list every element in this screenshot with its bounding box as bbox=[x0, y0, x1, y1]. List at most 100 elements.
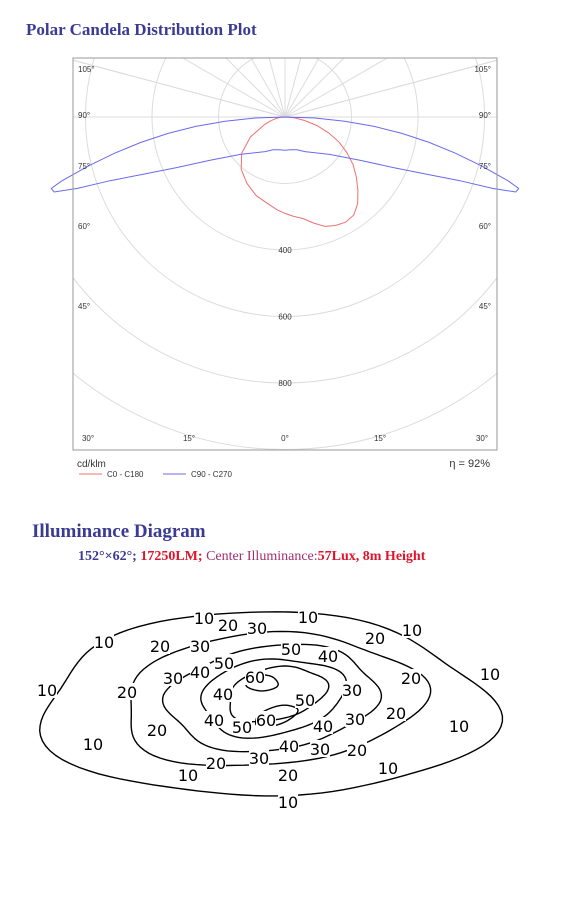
contour-line-50 bbox=[229, 665, 330, 723]
contour-label: 10 bbox=[278, 793, 298, 812]
grid-spoke bbox=[181, 58, 286, 118]
contour-label: 40 bbox=[190, 663, 210, 682]
contour-label: 60 bbox=[256, 711, 276, 730]
contour-label: 40 bbox=[204, 711, 224, 730]
contour-label-bg bbox=[245, 668, 265, 685]
grid-spoke-upper bbox=[284, 59, 497, 118]
contour-label: 20 bbox=[117, 683, 137, 702]
contour-label: 20 bbox=[278, 766, 298, 785]
contour-label-bg bbox=[449, 717, 469, 734]
contour-label: 30 bbox=[342, 681, 362, 700]
contour-label: 10 bbox=[194, 609, 214, 628]
contour-line-60 bbox=[255, 704, 299, 728]
angle-label-left: 105° bbox=[78, 65, 95, 74]
contour-label-bg bbox=[256, 711, 276, 728]
unit-label: cd/klm bbox=[77, 459, 106, 470]
contour-label-bg bbox=[178, 766, 198, 783]
angle-label-left: 60° bbox=[78, 222, 90, 231]
contour-label-bg bbox=[150, 637, 170, 654]
contour-label-bg bbox=[194, 609, 214, 626]
angle-label-right: 45° bbox=[479, 302, 491, 311]
contour-label-bg bbox=[278, 766, 298, 783]
contour-label-bg bbox=[365, 629, 385, 646]
polar-candela-chart: 105° 105° 90° 90° 75° 75° 60° 60° 45° 45° 30° 15° 0°… bbox=[50, 57, 520, 479]
contour-label-bg bbox=[117, 683, 137, 700]
angle-label-bottom: 30° bbox=[82, 434, 94, 443]
grid-ring-800 bbox=[73, 276, 497, 384]
contour-label-bg bbox=[313, 717, 333, 734]
contour-label: 40 bbox=[213, 685, 233, 704]
illuminance-title: Illuminance Diagram bbox=[32, 521, 206, 542]
contour-label: 10 bbox=[298, 608, 318, 627]
contour-label-bg bbox=[278, 793, 298, 810]
center-illuminance-value: 57Lux, bbox=[317, 549, 360, 564]
contour-label: 20 bbox=[365, 629, 385, 648]
contour-label-bg bbox=[279, 737, 299, 754]
contour-label: 60 bbox=[245, 668, 265, 687]
angle-label-right: 60° bbox=[479, 222, 491, 231]
contour-label: 10 bbox=[37, 681, 57, 700]
contour-label: 40 bbox=[313, 717, 333, 736]
contour-label-bg bbox=[281, 640, 301, 657]
contour-label: 20 bbox=[206, 754, 226, 773]
polar-chart-title: Polar Candela Distribution Plot bbox=[26, 20, 257, 39]
illuminance-info: 152°×62°; 17250LM; Center Illuminance:57… bbox=[78, 549, 425, 565]
contour-label-bg bbox=[345, 710, 365, 727]
contour-label: 10 bbox=[480, 665, 500, 684]
contour-label-bg bbox=[298, 608, 318, 625]
contour-label: 30 bbox=[163, 669, 183, 688]
contour-label: 50 bbox=[295, 691, 315, 710]
radial-tick-label: 600 bbox=[278, 313, 292, 322]
contour-label: 10 bbox=[94, 633, 114, 652]
contour-label-bg bbox=[163, 669, 183, 686]
contour-label: 40 bbox=[279, 737, 299, 756]
contour-label: 10 bbox=[178, 766, 198, 785]
contour-label: 20 bbox=[147, 721, 167, 740]
angle-label-left: 75° bbox=[78, 162, 90, 171]
contour-line-30 bbox=[161, 643, 383, 753]
center-illuminance-label: Center Illuminance: bbox=[206, 549, 318, 564]
angle-label-right: 90° bbox=[479, 111, 491, 120]
contour-label: 30 bbox=[310, 740, 330, 759]
contour-label: 10 bbox=[449, 717, 469, 736]
contour-label: 50 bbox=[214, 654, 234, 673]
contour-label: 30 bbox=[190, 637, 210, 656]
contour-label-bg bbox=[386, 704, 406, 721]
contour-label-bg bbox=[295, 691, 315, 708]
lumen-value: 17250LM; bbox=[140, 549, 203, 564]
radial-tick-label: 800 bbox=[278, 379, 292, 388]
contour-label: 50 bbox=[281, 640, 301, 659]
contour-label-bg bbox=[206, 754, 226, 771]
contour-label-bg bbox=[37, 681, 57, 698]
angle-label-right: 75° bbox=[479, 162, 491, 171]
series-line-c0-c180 bbox=[240, 116, 359, 227]
contour-label: 20 bbox=[401, 669, 421, 688]
grid-spoke bbox=[284, 58, 389, 118]
contour-label-bg bbox=[401, 669, 421, 686]
contour-label-bg bbox=[213, 685, 233, 702]
contour-label-bg bbox=[190, 637, 210, 654]
series-line-c90-c270 bbox=[50, 116, 520, 193]
angle-label-left: 90° bbox=[78, 111, 90, 120]
angle-label-bottom: 15° bbox=[374, 434, 386, 443]
contour-label-bg bbox=[347, 741, 367, 758]
contour-label: 30 bbox=[249, 749, 269, 768]
contour-label-bg bbox=[190, 663, 210, 680]
angle-label-left: 45° bbox=[78, 302, 90, 311]
contour-label-bg bbox=[480, 665, 500, 682]
efficiency-label: η = 92% bbox=[449, 458, 490, 470]
contour-label: 20 bbox=[347, 741, 367, 760]
contour-label: 10 bbox=[378, 759, 398, 778]
polar-series-layer bbox=[50, 116, 520, 227]
contour-label: 40 bbox=[318, 647, 338, 666]
contour-label: 10 bbox=[83, 735, 103, 754]
contour-label-bg bbox=[94, 633, 114, 650]
contour-label: 30 bbox=[345, 710, 365, 729]
angle-label-bottom: 30° bbox=[476, 434, 488, 443]
contour-label-bg bbox=[218, 616, 238, 633]
angle-label-right: 105° bbox=[474, 65, 491, 74]
legend-label-c90: C90 - C270 bbox=[191, 470, 232, 479]
contour-label: 20 bbox=[150, 637, 170, 656]
